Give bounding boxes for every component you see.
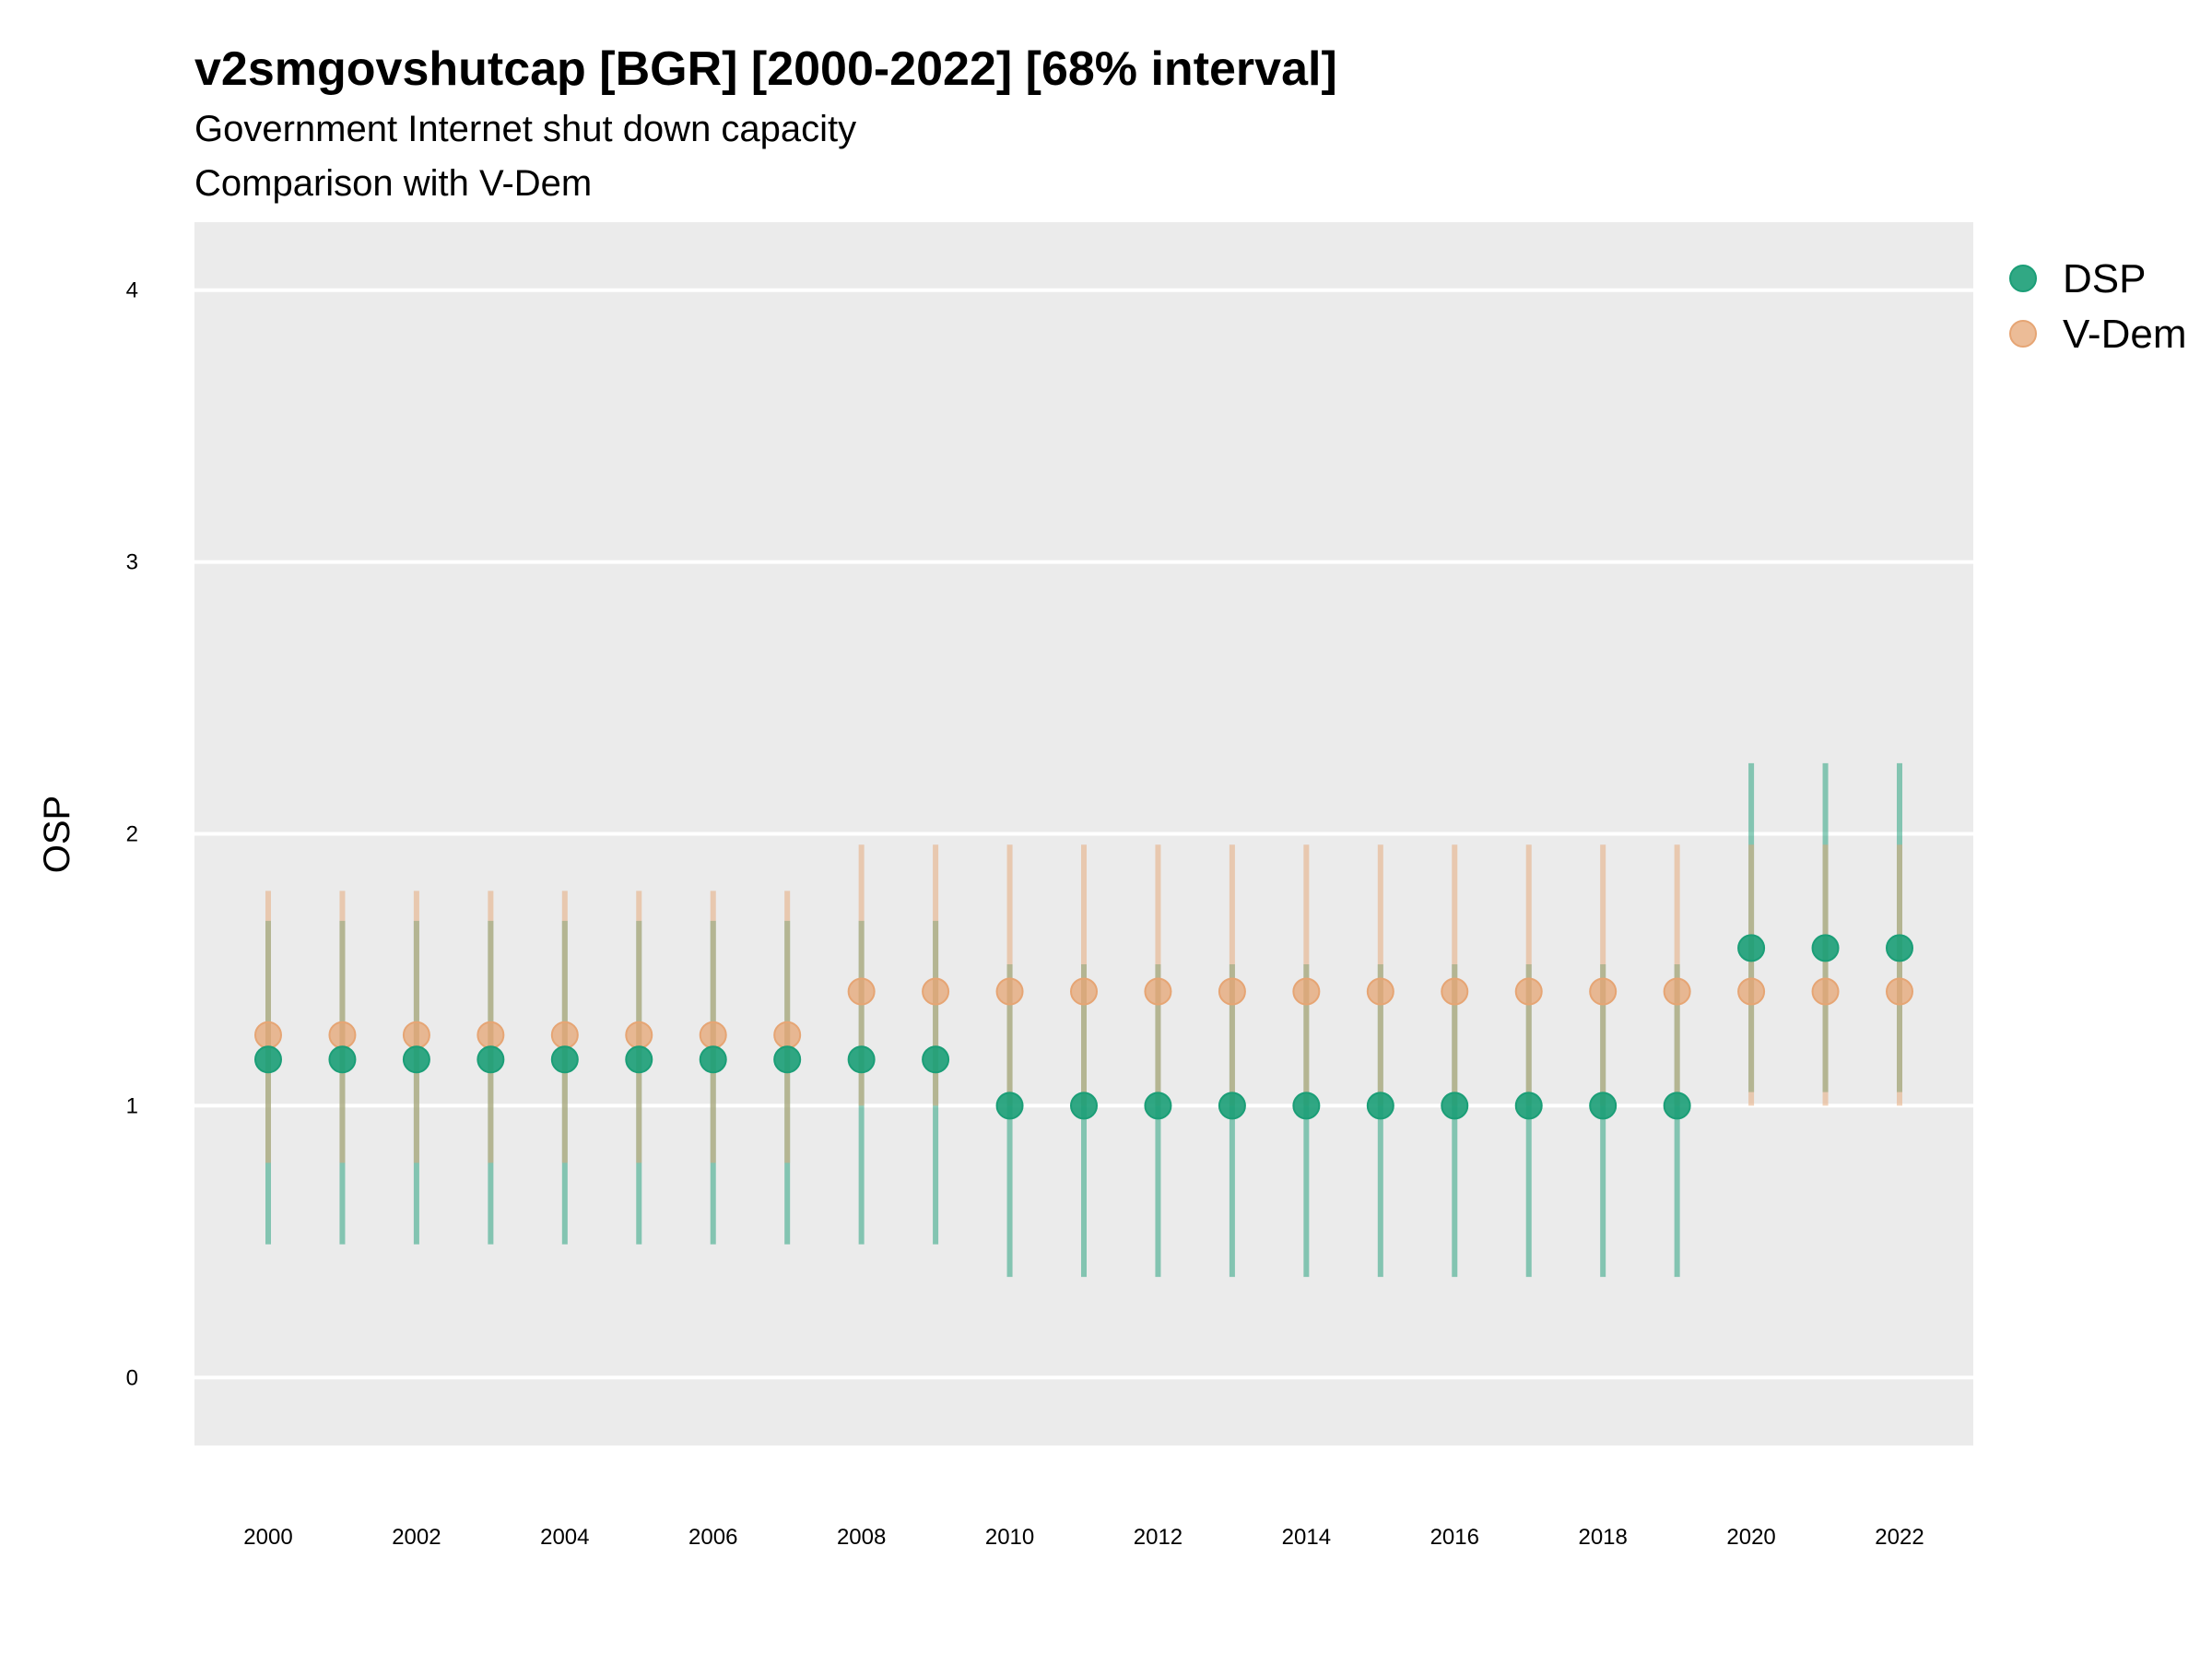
dsp-point bbox=[402, 1045, 430, 1074]
dsp-point bbox=[1514, 1092, 1543, 1120]
dsp-point bbox=[477, 1045, 505, 1074]
legend-label-v-dem: V-Dem bbox=[2063, 312, 2186, 357]
y-tick-label: 0 bbox=[126, 1365, 138, 1390]
v-dem-point bbox=[254, 1021, 282, 1049]
y-axis-ticks: 0 1 2 3 4 bbox=[126, 278, 138, 1391]
dsp-point bbox=[995, 1092, 1024, 1120]
x-tick-label: 2004 bbox=[540, 1525, 589, 1550]
v-dem-point bbox=[922, 977, 950, 1006]
x-axis-ticks: 2000 2002 2004 2006 2008 2010 2012 2014 2016 2018… bbox=[243, 1525, 1924, 1550]
v-dem-point bbox=[995, 977, 1024, 1006]
dsp-point bbox=[699, 1045, 727, 1074]
x-tick-label: 2014 bbox=[1282, 1525, 1331, 1550]
dsp-point bbox=[1663, 1092, 1691, 1120]
v-dem-point bbox=[699, 1021, 727, 1049]
y-tick-label: 4 bbox=[126, 278, 138, 303]
v-dem-point bbox=[1737, 977, 1766, 1006]
dsp-point bbox=[1366, 1092, 1394, 1120]
v-dem-point bbox=[847, 977, 876, 1006]
v-dem-point bbox=[625, 1021, 653, 1049]
dsp-point bbox=[1218, 1092, 1246, 1120]
dsp-point bbox=[1292, 1092, 1321, 1120]
x-tick-label: 2002 bbox=[392, 1525, 441, 1550]
dsp-point bbox=[550, 1045, 579, 1074]
v-dem-point bbox=[1514, 977, 1543, 1006]
x-tick-label: 2008 bbox=[837, 1525, 886, 1550]
x-tick-label: 2016 bbox=[1430, 1525, 1479, 1550]
dsp-point bbox=[773, 1045, 802, 1074]
dsp-point bbox=[847, 1045, 876, 1074]
v-dem-point bbox=[328, 1021, 357, 1049]
x-tick-label: 2022 bbox=[1875, 1525, 1924, 1550]
y-axis-label: OSP bbox=[37, 796, 77, 873]
v-dem-point bbox=[1589, 977, 1618, 1006]
x-tick-label: 2010 bbox=[985, 1525, 1034, 1550]
v-dem-point bbox=[1886, 977, 1913, 1006]
legend: DSP V-Dem bbox=[2009, 256, 2186, 357]
v-dem-point bbox=[1663, 977, 1691, 1006]
x-tick-label: 2006 bbox=[688, 1525, 737, 1550]
dsp-point bbox=[1737, 934, 1766, 962]
y-tick-label: 3 bbox=[126, 550, 138, 575]
chart-subtitle-line-2: Comparison with V-Dem bbox=[194, 163, 592, 204]
dsp-point bbox=[922, 1045, 950, 1074]
v-dem-point bbox=[1366, 977, 1394, 1006]
dsp-point bbox=[1811, 934, 1840, 962]
dsp-point bbox=[1144, 1092, 1172, 1120]
y-tick-label: 1 bbox=[126, 1093, 138, 1118]
dsp-point bbox=[1886, 934, 1913, 962]
v-dem-point bbox=[773, 1021, 802, 1049]
dsp-point bbox=[1589, 1092, 1618, 1120]
v-dem-point bbox=[1292, 977, 1321, 1006]
v-dem-point bbox=[477, 1021, 505, 1049]
v-dem-point bbox=[1441, 977, 1469, 1006]
v-dem-point bbox=[1144, 977, 1172, 1006]
legend-key-dsp bbox=[2009, 265, 2037, 292]
x-tick-label: 2020 bbox=[1726, 1525, 1775, 1550]
dsp-point bbox=[625, 1045, 653, 1074]
legend-key-v-dem bbox=[2009, 320, 2037, 348]
dsp-point bbox=[328, 1045, 357, 1074]
v-dem-point bbox=[402, 1021, 430, 1049]
dsp-point bbox=[254, 1045, 282, 1074]
v-dem-point bbox=[1070, 977, 1098, 1006]
v-dem-point bbox=[1218, 977, 1246, 1006]
x-tick-label: 2018 bbox=[1578, 1525, 1627, 1550]
v-dem-point bbox=[550, 1021, 579, 1049]
dsp-point bbox=[1070, 1092, 1098, 1120]
x-tick-label: 2000 bbox=[243, 1525, 292, 1550]
dsp-point bbox=[1441, 1092, 1469, 1120]
chart-title: v2smgovshutcap [BGR] [2000-2022] [68% in… bbox=[194, 42, 1337, 96]
legend-label-dsp: DSP bbox=[2063, 256, 2146, 301]
v-dem-point bbox=[1811, 977, 1840, 1006]
y-tick-label: 2 bbox=[126, 822, 138, 847]
chart-subtitle-line-1: Government Internet shut down capacity bbox=[194, 109, 856, 149]
series-layer bbox=[254, 762, 1913, 1278]
x-tick-label: 2012 bbox=[1134, 1525, 1182, 1550]
